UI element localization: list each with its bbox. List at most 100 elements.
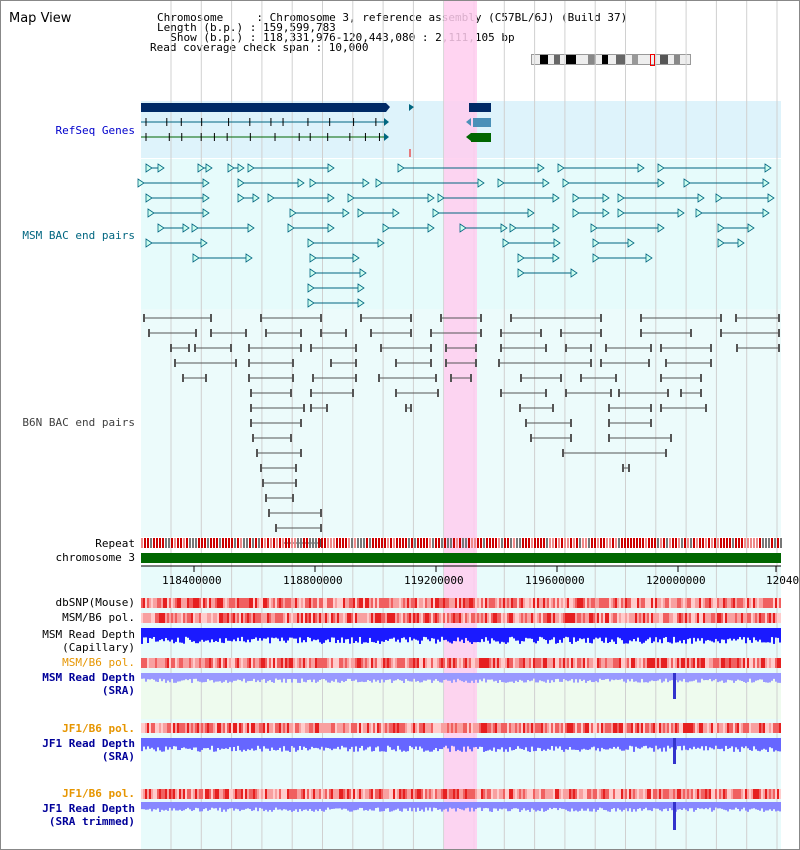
read-depth-bar	[709, 673, 711, 679]
polymorphism-strip	[683, 598, 685, 608]
polymorphism-strip	[387, 658, 389, 668]
polymorphism-strip	[583, 613, 585, 623]
polymorphism-strip	[593, 658, 595, 668]
polymorphism-strip	[223, 613, 225, 623]
polymorphism-strip	[619, 723, 621, 733]
read-depth-bar	[171, 738, 173, 750]
msm-bac-pair-end	[697, 193, 705, 203]
read-depth-bar	[625, 628, 627, 644]
polymorphism-strip	[617, 723, 619, 733]
read-depth-bar	[521, 673, 523, 681]
track-label-b6n-bac[interactable]: B6N BAC end pairs	[22, 416, 135, 429]
read-depth-bar	[321, 802, 323, 811]
read-depth-bar	[343, 628, 345, 643]
chromosome-ideogram[interactable]	[531, 54, 691, 66]
read-depth-bar	[333, 628, 335, 638]
read-depth-bar	[633, 738, 635, 752]
polymorphism-strip	[251, 598, 253, 608]
read-depth-bar	[201, 738, 203, 750]
polymorphism-strip	[313, 613, 315, 623]
polymorphism-strip	[489, 658, 491, 668]
read-depth-bar	[255, 673, 257, 683]
repeat-mark	[483, 538, 485, 548]
read-depth-bar	[265, 628, 267, 639]
polymorphism-strip	[429, 613, 431, 623]
polymorphism-strip	[627, 613, 629, 623]
polymorphism-strip	[481, 658, 483, 668]
track-label-refseq[interactable]: RefSeq Genes	[55, 124, 135, 137]
polymorphism-strip	[735, 613, 737, 623]
read-depth-bar	[697, 738, 699, 748]
read-depth-bar	[537, 628, 539, 641]
read-depth-bar	[463, 673, 465, 683]
read-depth-bar	[285, 802, 287, 810]
read-depth-bar	[513, 802, 515, 809]
polymorphism-strip	[475, 789, 477, 799]
polymorphism-strip	[209, 613, 211, 623]
read-depth-bar	[563, 738, 565, 752]
polymorphism-strip	[169, 789, 171, 799]
polymorphism-strip	[777, 789, 779, 799]
repeat-mark	[153, 538, 155, 548]
polymorphism-strip	[451, 598, 453, 608]
read-depth-bar	[525, 802, 527, 811]
repeat-mark	[459, 538, 461, 548]
polymorphism-strip	[393, 598, 395, 608]
read-depth-bar	[405, 673, 407, 680]
polymorphism-strip	[257, 598, 259, 608]
read-depth-bar	[721, 673, 723, 681]
read-depth-bar	[351, 738, 353, 747]
polymorphism-strip	[671, 658, 673, 668]
polymorphism-strip	[321, 613, 323, 623]
read-depth-bar	[603, 802, 605, 810]
polymorphism-strip	[187, 723, 189, 733]
read-depth-bar	[393, 802, 395, 811]
polymorphism-strip	[281, 723, 283, 733]
polymorphism-strip	[493, 789, 495, 799]
read-depth-bar	[415, 628, 417, 640]
read-depth-bar	[743, 628, 745, 638]
polymorphism-strip	[239, 723, 241, 733]
polymorphism-strip	[561, 598, 563, 608]
read-depth-bar	[461, 738, 463, 752]
track-label-repeat: Repeat	[95, 537, 135, 550]
msm-bac-pair-end	[695, 208, 703, 218]
read-depth-bar	[637, 673, 639, 683]
polymorphism-strip	[309, 658, 311, 668]
b6n-bac-pair-end	[300, 419, 302, 427]
read-depth-bar	[235, 673, 237, 681]
read-depth-bar	[697, 673, 699, 683]
polymorphism-strip	[689, 723, 691, 733]
track-label-msm-bac[interactable]: MSM BAC end pairs	[22, 229, 135, 242]
polymorphism-strip	[305, 598, 307, 608]
polymorphism-strip	[531, 613, 533, 623]
polymorphism-strip	[685, 723, 687, 733]
repeat-mark	[714, 538, 716, 548]
repeat-mark	[375, 538, 377, 548]
repeat-mark	[678, 538, 680, 548]
read-depth-bar	[299, 802, 301, 810]
polymorphism-strip	[551, 598, 553, 608]
read-depth-bar	[571, 673, 573, 680]
polymorphism-strip	[243, 598, 245, 608]
read-depth-bar	[181, 738, 183, 749]
read-depth-bar	[705, 628, 707, 641]
polymorphism-strip	[173, 598, 175, 608]
msm-bac-pair-end	[182, 223, 190, 233]
read-depth-bar	[155, 673, 157, 682]
polymorphism-strip	[293, 658, 295, 668]
read-depth-bar	[305, 738, 307, 748]
polymorphism-strip	[521, 789, 523, 799]
msm-bac-pair-end	[297, 178, 305, 188]
polymorphism-strip	[607, 658, 609, 668]
repeat-mark	[405, 538, 407, 548]
read-depth-bar	[439, 673, 441, 683]
polymorphism-strip	[751, 723, 753, 733]
polymorphism-strip	[691, 598, 693, 608]
read-depth-bar	[775, 738, 777, 751]
msm-bac-pair-end	[362, 178, 370, 188]
polymorphism-strip	[165, 658, 167, 668]
polymorphism-strip	[387, 598, 389, 608]
polymorphism-strip	[701, 789, 703, 799]
